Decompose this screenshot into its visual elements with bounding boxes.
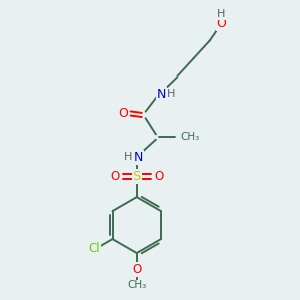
Text: CH₃: CH₃ bbox=[180, 132, 199, 142]
Text: O: O bbox=[217, 17, 226, 31]
Text: O: O bbox=[118, 107, 128, 120]
Text: H: H bbox=[124, 152, 133, 162]
Text: CH₃: CH₃ bbox=[127, 280, 146, 290]
Text: O: O bbox=[110, 170, 119, 183]
Text: H: H bbox=[167, 89, 175, 99]
Text: N: N bbox=[134, 151, 143, 164]
Text: O: O bbox=[154, 170, 164, 183]
Text: N: N bbox=[157, 88, 166, 100]
Text: Cl: Cl bbox=[89, 242, 100, 255]
Text: H: H bbox=[218, 9, 226, 19]
Text: S: S bbox=[133, 170, 141, 183]
Text: O: O bbox=[132, 263, 141, 276]
